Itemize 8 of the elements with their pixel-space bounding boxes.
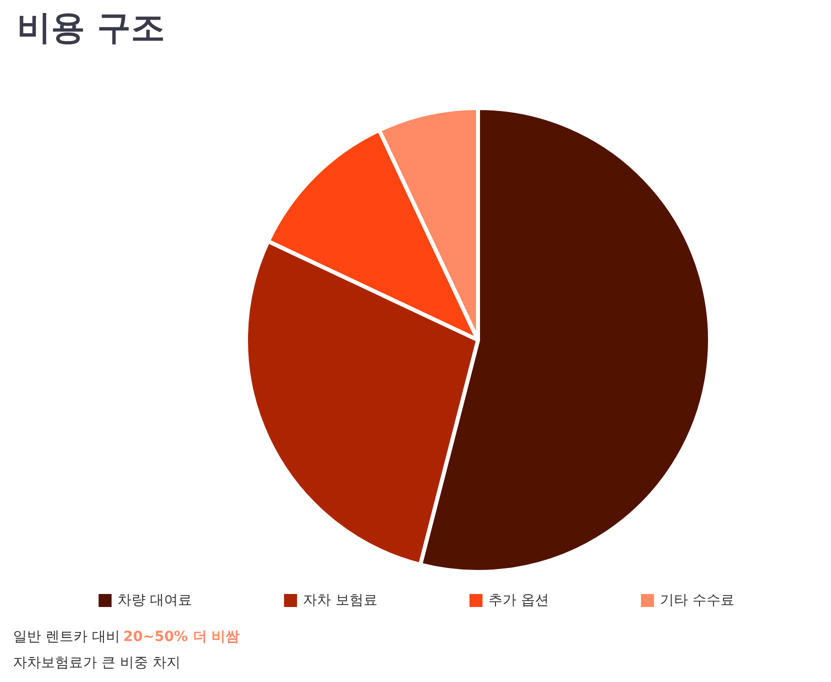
text: 일반 렌트카 대비 <box>13 629 120 645</box>
text: 자차보험료가 큰 비중 차지 <box>13 655 180 671</box>
legend-label: 자차 보험료 <box>303 592 378 608</box>
legend-label: 기타 수수료 <box>660 592 734 608</box>
chart-title: 비용 구조 <box>17 8 165 48</box>
legend-label: 추가 옵션 <box>488 592 549 608</box>
legend-label: 차량 대여료 <box>118 592 192 608</box>
text: 20~50% 더 비쌈 <box>123 629 240 645</box>
